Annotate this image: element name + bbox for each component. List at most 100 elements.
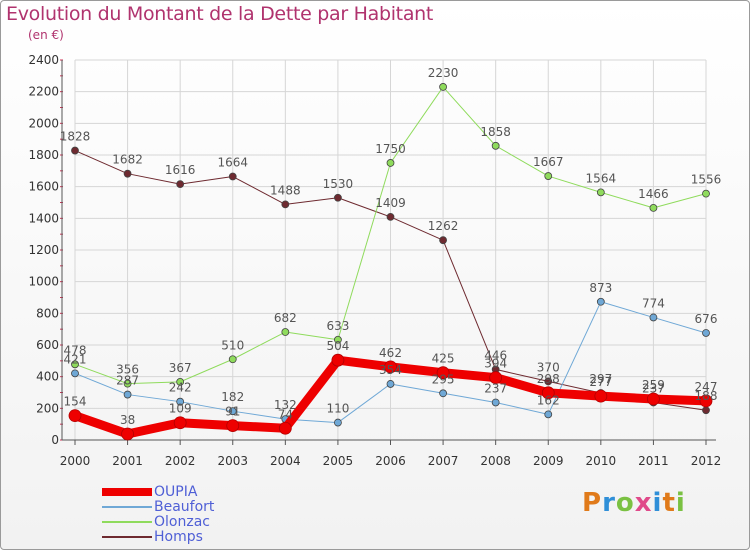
data-point-homps: [176, 180, 185, 189]
x-tick-label: 2012: [691, 454, 722, 468]
data-point-beaufort: [702, 329, 710, 337]
data-point-olonzac: [544, 172, 553, 180]
data-label-oupia: 504: [326, 339, 349, 353]
legend-item-oupia: OUPIA: [102, 484, 302, 500]
data-label-olonzac: 2230: [428, 66, 459, 80]
data-label-oupia: 425: [432, 352, 455, 366]
series-oupia: [68, 353, 713, 441]
x-tick-label: 2005: [323, 454, 354, 468]
data-point-homps: [386, 213, 395, 221]
x-tick-label: 2002: [165, 454, 196, 468]
data-point-olonzac: [71, 360, 79, 369]
data-label-olonzac: 682: [274, 311, 297, 325]
data-label-oupia: 298: [537, 372, 560, 386]
legend-label: Beaufort: [154, 499, 215, 515]
data-point-oupia: [647, 392, 660, 406]
data-label-oupia: 394: [484, 357, 507, 371]
data-point-oupia: [436, 366, 450, 380]
legend-label: Olonzac: [154, 514, 210, 530]
legend-label: Homps: [154, 529, 203, 545]
data-point-oupia: [173, 416, 187, 430]
data-point-olonzac: [334, 335, 342, 344]
data-label-oupia: 91: [225, 405, 240, 419]
x-tick-label: 2006: [375, 454, 406, 468]
x-tick-label: 2004: [270, 454, 301, 468]
legend-label: OUPIA: [154, 484, 198, 500]
data-label-beaufort: 676: [695, 312, 718, 326]
data-point-homps: [228, 172, 237, 181]
logo-letter: i: [675, 488, 686, 518]
data-label-olonzac: 478: [64, 343, 87, 357]
y-tick-label: 1000: [28, 275, 59, 289]
data-point-oupia: [384, 360, 397, 374]
y-tick-label: 2200: [28, 85, 59, 99]
data-label-beaufort: 354: [379, 363, 402, 377]
data-label-beaufort: 237: [484, 381, 507, 395]
data-label-homps: 1262: [428, 219, 459, 233]
data-label-oupia: 154: [64, 395, 87, 409]
data-point-homps: [123, 169, 132, 178]
legend-item-beaufort: Beaufort: [102, 499, 302, 515]
data-label-oupia: 259: [642, 378, 665, 392]
legend-swatch: [102, 536, 152, 538]
y-tick-label: 600: [36, 338, 59, 352]
legend-swatch: [102, 506, 152, 508]
data-point-oupia: [278, 421, 292, 435]
data-label-olonzac: 1858: [480, 125, 511, 139]
data-point-oupia: [226, 419, 240, 432]
x-tick-label: 2000: [60, 454, 91, 468]
series-olonzac: [71, 83, 710, 388]
data-point-olonzac: [281, 328, 290, 336]
data-point-olonzac: [702, 189, 710, 198]
x-tick-label: 2007: [428, 454, 459, 468]
data-point-homps: [544, 377, 553, 386]
data-point-beaufort: [123, 390, 132, 399]
y-tick-label: 400: [36, 370, 59, 384]
data-point-oupia: [68, 409, 82, 423]
x-tick-label: 2010: [586, 454, 617, 468]
data-point-homps: [702, 406, 710, 415]
data-label-beaufort: 774: [642, 296, 665, 310]
legend-item-homps: Homps: [102, 529, 302, 545]
data-point-oupia: [699, 394, 713, 408]
data-label-beaufort: 182: [221, 390, 244, 404]
data-label-olonzac: 1564: [586, 171, 617, 185]
data-point-beaufort: [176, 397, 185, 406]
data-point-olonzac: [491, 141, 500, 150]
data-label-homps: 370: [537, 360, 560, 374]
y-tick-label: 1200: [28, 243, 59, 257]
y-tick-label: 2000: [28, 116, 59, 130]
logo-letter: i: [652, 488, 663, 518]
data-label-oupia: 277: [589, 375, 612, 389]
data-label-oupia: 74: [278, 407, 293, 421]
data-label-beaufort: 110: [326, 402, 349, 416]
data-label-olonzac: 367: [169, 361, 192, 375]
data-label-homps: 1616: [165, 163, 196, 177]
logo-letter: r: [602, 488, 616, 518]
data-label-olonzac: 356: [116, 363, 139, 377]
data-point-oupia: [594, 389, 608, 403]
data-point-beaufort: [544, 410, 553, 419]
logo-letter: o: [615, 488, 635, 518]
data-point-oupia: [331, 353, 345, 367]
data-label-olonzac: 1667: [533, 155, 564, 169]
y-tick-label: 800: [36, 306, 59, 320]
data-label-oupia: 247: [695, 380, 718, 394]
data-label-oupia: 109: [169, 402, 192, 416]
series-beaufort: [71, 297, 710, 427]
data-point-beaufort: [228, 407, 237, 416]
data-point-beaufort: [386, 380, 395, 388]
data-point-beaufort: [596, 297, 605, 306]
y-tick-label: 2400: [28, 53, 59, 67]
y-tick-label: 200: [36, 401, 59, 415]
data-point-beaufort: [491, 398, 500, 407]
data-point-beaufort: [439, 389, 447, 398]
data-point-olonzac: [176, 377, 185, 386]
data-label-homps: 446: [484, 348, 507, 362]
logo-letter: t: [662, 488, 676, 518]
data-point-beaufort: [334, 418, 342, 427]
data-label-homps: 1828: [60, 130, 91, 144]
data-point-homps: [71, 146, 79, 155]
legend-item-olonzac: Olonzac: [102, 514, 302, 530]
x-tick-label: 2011: [638, 454, 669, 468]
